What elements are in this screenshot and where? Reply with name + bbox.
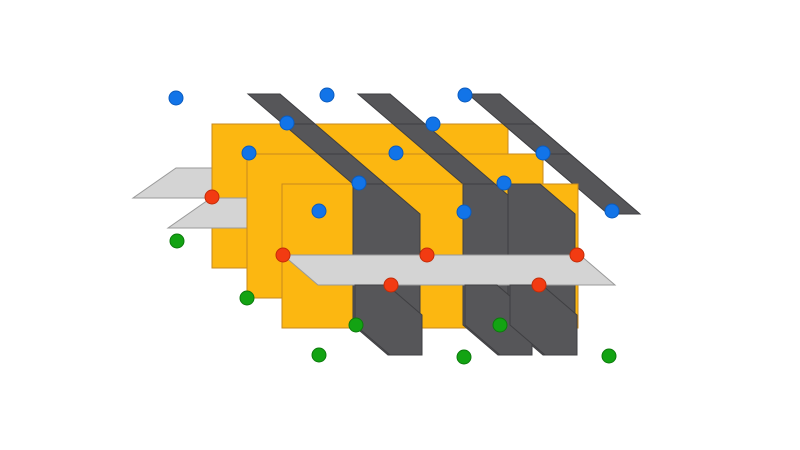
lattice-point-red[interactable] bbox=[569, 247, 585, 263]
slant-planes-overlay bbox=[354, 284, 578, 356]
markers-blue-group bbox=[168, 87, 620, 220]
lattice-point-green[interactable] bbox=[169, 233, 185, 249]
lattice-point-red[interactable] bbox=[531, 277, 547, 293]
lattice-point-red[interactable] bbox=[419, 247, 435, 263]
lattice-point-blue[interactable] bbox=[319, 87, 335, 103]
lattice-point-blue[interactable] bbox=[604, 203, 620, 219]
lattice-point-red[interactable] bbox=[383, 277, 399, 293]
lattice-point-red[interactable] bbox=[204, 189, 220, 205]
lattice-point-blue[interactable] bbox=[388, 145, 404, 161]
lattice-point-green[interactable] bbox=[239, 290, 255, 306]
lattice-point-green[interactable] bbox=[348, 317, 364, 333]
lattice-point-blue[interactable] bbox=[168, 90, 184, 106]
lattice-point-green[interactable] bbox=[456, 349, 472, 365]
horizontal-plane-front-group bbox=[281, 254, 617, 286]
lattice-point-blue[interactable] bbox=[496, 175, 512, 191]
lattice-point-blue[interactable] bbox=[311, 203, 327, 219]
lattice-point-green[interactable] bbox=[601, 348, 617, 364]
horizontal-plane-front-slab bbox=[281, 254, 617, 286]
lattice-point-blue[interactable] bbox=[279, 115, 295, 131]
lattice-point-blue[interactable] bbox=[241, 145, 257, 161]
lattice-point-red[interactable] bbox=[275, 247, 291, 263]
lattice-point-blue[interactable] bbox=[456, 204, 472, 220]
lattice-point-blue[interactable] bbox=[425, 116, 441, 132]
lattice-point-green[interactable] bbox=[492, 317, 508, 333]
markers-green-group bbox=[169, 233, 617, 365]
lattice-point-blue[interactable] bbox=[351, 175, 367, 191]
slant-plane-front-3 bbox=[536, 153, 642, 215]
markers-red-group bbox=[204, 189, 585, 293]
lattice-point-green[interactable] bbox=[311, 347, 327, 363]
lattice-point-blue[interactable] bbox=[457, 87, 473, 103]
lattice-point-blue[interactable] bbox=[535, 145, 551, 161]
